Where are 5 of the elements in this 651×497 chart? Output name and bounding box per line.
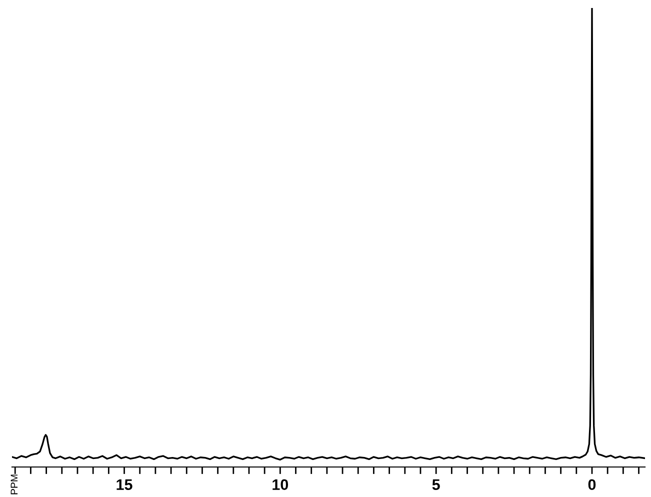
x-tick-label: 10 (272, 479, 288, 490)
x-tick-label: 5 (432, 479, 440, 490)
x-tick-label: 15 (116, 479, 132, 490)
x-tick-label: 0 (588, 479, 596, 490)
text: PPM (10, 474, 18, 494)
